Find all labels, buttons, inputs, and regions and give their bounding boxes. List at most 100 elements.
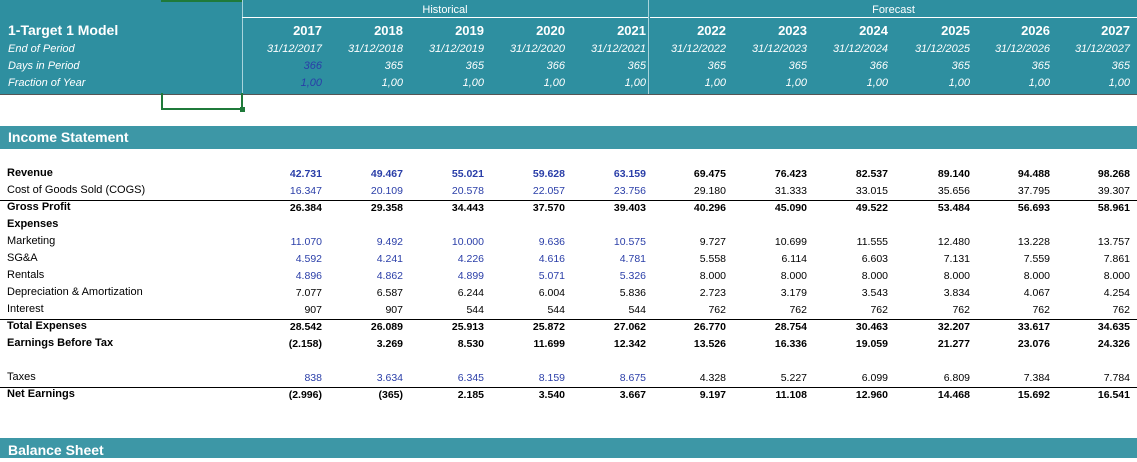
table-cell[interactable]: 22.057 <box>532 185 565 197</box>
table-cell[interactable]: 8.675 <box>619 372 646 384</box>
table-cell[interactable]: 19.059 <box>855 338 888 350</box>
table-cell[interactable]: 14.468 <box>937 389 970 401</box>
days-in-period-cell[interactable]: 366 <box>546 60 565 72</box>
end-of-period-cell[interactable]: 31/12/2019 <box>428 43 484 55</box>
row-label-interest[interactable]: Interest <box>7 303 44 315</box>
table-cell[interactable]: 3.179 <box>780 287 807 299</box>
table-cell[interactable]: 4.899 <box>457 270 484 282</box>
table-cell[interactable]: 907 <box>385 304 403 316</box>
table-cell[interactable]: 4.592 <box>295 253 322 265</box>
table-cell[interactable]: 10.699 <box>774 236 807 248</box>
year-header[interactable]: 2027 <box>1101 23 1130 38</box>
table-cell[interactable]: 49.467 <box>370 168 403 180</box>
table-cell[interactable]: 7.131 <box>943 253 970 265</box>
table-cell[interactable]: 4.067 <box>1023 287 1050 299</box>
fraction-of-year-cell[interactable]: 1,00 <box>704 77 726 89</box>
fraction-of-year-cell[interactable]: 1,00 <box>381 77 403 89</box>
table-cell[interactable]: 12.960 <box>855 389 888 401</box>
table-cell[interactable]: 32.207 <box>937 321 970 333</box>
selected-cell[interactable] <box>161 93 245 112</box>
row-label-expenses[interactable]: Expenses <box>7 218 59 230</box>
table-cell[interactable]: 3.540 <box>538 389 565 401</box>
table-cell[interactable]: 55.021 <box>451 168 484 180</box>
table-cell[interactable]: 15.692 <box>1017 389 1050 401</box>
table-cell[interactable]: 9.636 <box>538 236 565 248</box>
table-cell[interactable]: 37.570 <box>532 202 565 214</box>
table-cell[interactable]: (2.158) <box>288 338 322 350</box>
table-cell[interactable]: 762 <box>952 304 970 316</box>
row-label-earnings-before-tax[interactable]: Earnings Before Tax <box>7 337 114 349</box>
year-header[interactable]: 2018 <box>374 23 403 38</box>
row-label-net-earnings[interactable]: Net Earnings <box>7 388 75 400</box>
fraction-of-year-cell[interactable]: 1,00 <box>462 77 484 89</box>
table-cell[interactable]: 76.423 <box>774 168 807 180</box>
table-cell[interactable]: 762 <box>1112 304 1130 316</box>
row-label-gross-profit[interactable]: Gross Profit <box>7 201 71 213</box>
table-cell[interactable]: 34.635 <box>1097 321 1130 333</box>
table-cell[interactable]: 56.693 <box>1017 202 1050 214</box>
table-cell[interactable]: 5.326 <box>619 270 646 282</box>
table-cell[interactable]: 4.328 <box>699 372 726 384</box>
table-cell[interactable]: 29.358 <box>370 202 403 214</box>
fraction-of-year-cell[interactable]: 1,00 <box>948 77 970 89</box>
year-header[interactable]: 2020 <box>536 23 565 38</box>
fraction-of-year-cell[interactable]: 1,00 <box>1028 77 1050 89</box>
year-header[interactable]: 2024 <box>859 23 888 38</box>
year-header[interactable]: 2025 <box>941 23 970 38</box>
table-cell[interactable]: 2.723 <box>699 287 726 299</box>
table-cell[interactable]: 3.834 <box>943 287 970 299</box>
table-cell[interactable]: 16.347 <box>289 185 322 197</box>
end-of-period-cell[interactable]: 31/12/2023 <box>751 43 807 55</box>
table-cell[interactable]: 40.296 <box>693 202 726 214</box>
days-in-period-cell[interactable]: 365 <box>951 60 970 72</box>
table-cell[interactable]: 544 <box>547 304 565 316</box>
table-cell[interactable]: 37.795 <box>1017 185 1050 197</box>
days-in-period-label[interactable]: Days in Period <box>8 60 80 72</box>
table-cell[interactable]: 7.384 <box>1023 372 1050 384</box>
table-cell[interactable]: 4.896 <box>295 270 322 282</box>
table-cell[interactable]: 16.541 <box>1097 389 1130 401</box>
table-cell[interactable]: 8.000 <box>1103 270 1130 282</box>
table-cell[interactable]: 24.326 <box>1097 338 1130 350</box>
row-label-sg-a[interactable]: SG&A <box>7 252 38 264</box>
table-cell[interactable]: 11.070 <box>290 236 322 248</box>
year-header[interactable]: 2017 <box>293 23 322 38</box>
table-cell[interactable]: 13.228 <box>1017 236 1050 248</box>
table-cell[interactable]: 34.443 <box>451 202 484 214</box>
table-cell[interactable]: 12.480 <box>937 236 970 248</box>
days-in-period-cell[interactable]: 365 <box>1111 60 1130 72</box>
table-cell[interactable]: 762 <box>708 304 726 316</box>
table-cell[interactable]: 4.241 <box>376 253 403 265</box>
table-cell[interactable]: 69.475 <box>693 168 726 180</box>
row-label-taxes[interactable]: Taxes <box>7 371 36 383</box>
table-cell[interactable]: (365) <box>378 389 403 401</box>
end-of-period-cell[interactable]: 31/12/2018 <box>347 43 403 55</box>
table-cell[interactable]: 8.000 <box>780 270 807 282</box>
table-cell[interactable]: 53.484 <box>937 202 970 214</box>
table-cell[interactable]: 27.062 <box>613 321 646 333</box>
table-cell[interactable]: (2.996) <box>288 389 322 401</box>
fraction-of-year-cell[interactable]: 1,00 <box>624 77 646 89</box>
table-cell[interactable]: 82.537 <box>855 168 888 180</box>
end-of-period-cell[interactable]: 31/12/2027 <box>1074 43 1130 55</box>
row-label-cost-of-goods-sold-cogs[interactable]: Cost of Goods Sold (COGS) <box>7 184 146 196</box>
table-cell[interactable]: 94.488 <box>1017 168 1050 180</box>
table-cell[interactable]: 4.781 <box>619 253 646 265</box>
table-cell[interactable]: 45.090 <box>774 202 807 214</box>
table-cell[interactable]: 58.961 <box>1097 202 1130 214</box>
table-cell[interactable]: 9.197 <box>699 389 726 401</box>
year-header[interactable]: 2023 <box>778 23 807 38</box>
row-label-depreciation-amortization[interactable]: Depreciation & Amortization <box>7 286 143 298</box>
days-in-period-cell[interactable]: 365 <box>384 60 403 72</box>
table-cell[interactable]: 23.756 <box>613 185 646 197</box>
table-cell[interactable]: 5.558 <box>699 253 726 265</box>
table-cell[interactable]: 762 <box>789 304 807 316</box>
table-cell[interactable]: 6.244 <box>457 287 484 299</box>
table-cell[interactable]: 35.656 <box>937 185 970 197</box>
table-cell[interactable]: 9.727 <box>699 236 726 248</box>
table-cell[interactable]: 544 <box>466 304 484 316</box>
table-cell[interactable]: 8.159 <box>538 372 565 384</box>
table-cell[interactable]: 5.836 <box>619 287 646 299</box>
table-cell[interactable]: 7.861 <box>1103 253 1130 265</box>
table-cell[interactable]: 3.667 <box>619 389 646 401</box>
